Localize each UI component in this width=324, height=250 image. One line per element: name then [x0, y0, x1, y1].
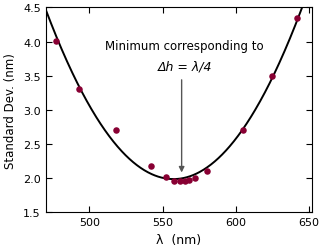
Point	[163, 176, 168, 180]
Point	[240, 129, 246, 133]
Y-axis label: Standard Dev. (nm): Standard Dev. (nm)	[5, 53, 17, 168]
Point	[295, 16, 300, 20]
Point	[204, 170, 209, 173]
Text: Δh = λ/4: Δh = λ/4	[157, 60, 212, 73]
Point	[77, 88, 82, 92]
Point	[172, 179, 177, 183]
Point	[192, 176, 197, 180]
X-axis label: λ  (nm): λ (nm)	[156, 233, 201, 245]
Point	[148, 164, 154, 168]
Point	[182, 180, 187, 184]
Point	[270, 74, 275, 78]
Point	[113, 129, 118, 133]
Point	[178, 180, 183, 184]
Point	[186, 178, 191, 182]
Point	[53, 40, 58, 44]
Text: Minimum corresponding to: Minimum corresponding to	[105, 40, 264, 52]
